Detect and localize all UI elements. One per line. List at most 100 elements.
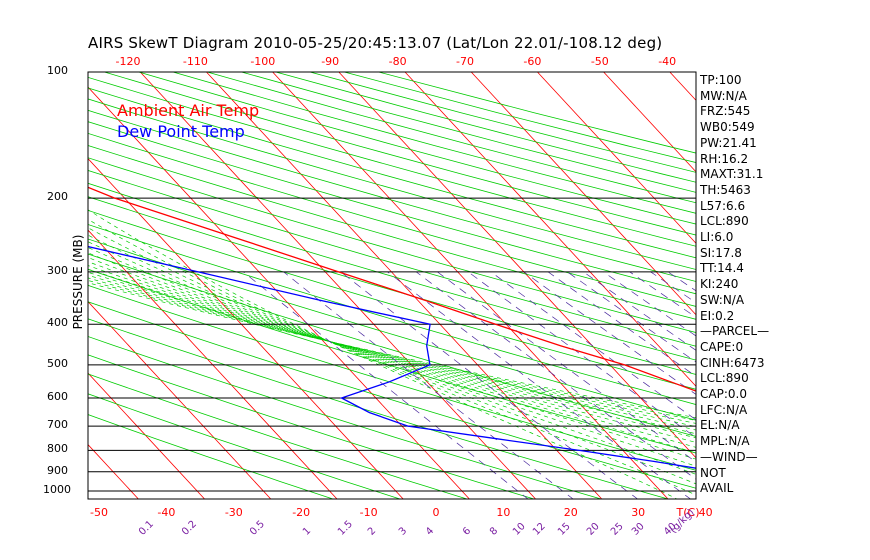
bottom-temp-tick: 10 <box>496 506 511 519</box>
isotherm-line <box>603 72 696 173</box>
moist-adiabat-line <box>88 209 678 499</box>
stat-item: LFC:N/A <box>700 402 748 417</box>
stat-item: TH:5463 <box>700 182 751 197</box>
bottom-temp-tick: -20 <box>292 506 311 519</box>
mixing-ratio-line <box>523 271 696 395</box>
legend-temp: Ambient Air Temp <box>117 101 260 120</box>
pressure-tick-label: 300 <box>47 263 68 277</box>
isotherm-line <box>0 72 7 500</box>
dry-adiabat-line <box>88 169 696 347</box>
stat-item: MW:N/A <box>700 88 747 103</box>
pressure-tick-label: 600 <box>47 390 68 404</box>
stat-item: PW:21.41 <box>700 135 757 150</box>
moist-adiabat-line <box>88 247 696 460</box>
isotherm-line <box>88 301 272 499</box>
stat-item: L57:6.6 <box>700 198 746 213</box>
bottom-temp-tick: -50 <box>90 506 108 519</box>
mixing-ratio-line <box>603 271 696 337</box>
stat-item: TT:14.4 <box>700 261 744 276</box>
isotherm-line <box>0 72 73 500</box>
moist-adiabat-line <box>88 277 696 424</box>
dry-adiabat-line <box>88 284 696 471</box>
legend-dew: Dew Point Temp <box>117 122 245 141</box>
mixing-ratio-line <box>629 271 696 318</box>
dry-adiabat-line <box>88 209 696 390</box>
pressure-tick-label: 100 <box>47 64 68 77</box>
y-axis-label: PRESSURE (MB) <box>71 234 85 330</box>
dry-adiabat-line <box>88 238 696 421</box>
dry-adiabat-line <box>88 373 469 499</box>
stat-item: EI:0.2 <box>700 308 735 323</box>
top-temp-tick: -120 <box>115 55 141 68</box>
background-grid <box>0 72 696 500</box>
dry-adiabat-line <box>88 76 696 247</box>
stat-item: EL:N/A <box>700 418 740 433</box>
dry-adiabat-line <box>88 109 696 282</box>
dry-adiabat-line <box>344 72 696 163</box>
stat-item: SW:N/A <box>700 292 745 307</box>
top-temp-tick: -80 <box>388 55 407 68</box>
isotherm-line <box>88 158 404 499</box>
dry-adiabat-line <box>88 121 696 295</box>
moist-adiabat-line <box>88 257 696 448</box>
stat-item: CINH:6473 <box>700 355 765 370</box>
moist-adiabat-line <box>88 265 696 439</box>
isotherm-line <box>537 72 696 244</box>
mixing-ratio-line <box>490 271 696 421</box>
dewpoint-line <box>88 245 696 469</box>
stat-item: MAXT:31.1 <box>700 167 764 182</box>
dry-adiabat-line <box>88 336 603 499</box>
pressure-tick-label: 400 <box>47 316 68 330</box>
isotherm-line <box>88 229 338 499</box>
top-temp-tick: -90 <box>321 55 340 68</box>
dry-adiabat-line <box>88 182 696 361</box>
bottom-temp-tick: 20 <box>563 506 578 519</box>
profile-series <box>88 186 696 469</box>
pressure-tick-label: 200 <box>47 190 68 204</box>
dry-adiabat-line <box>88 301 696 489</box>
isotherm-line <box>206 72 603 499</box>
bottom-temp-tick: -30 <box>224 506 243 519</box>
pressure-tick-label: 900 <box>47 463 68 477</box>
dry-adiabat-line <box>378 72 696 154</box>
stat-item: LI:6.0 <box>700 230 734 244</box>
dry-adiabat-line <box>88 224 696 405</box>
bottom-temp-tick: 30 <box>631 506 646 519</box>
dry-adiabat-line <box>88 98 696 270</box>
stat-item: LCL:890 <box>700 371 749 386</box>
moist-adiabat-line <box>88 234 696 475</box>
dry-adiabat-line <box>88 132 696 307</box>
top-temp-tick: -100 <box>250 55 276 68</box>
stat-item: AVAIL <box>700 481 734 496</box>
top-temp-tick: -50 <box>590 55 609 68</box>
stat-item: LCL:890 <box>700 214 749 229</box>
stat-item: NOT <box>700 465 726 480</box>
dry-adiabat-line <box>88 354 536 499</box>
stat-item: CAP:0.0 <box>700 387 747 401</box>
moist-adiabat-line <box>88 219 696 496</box>
dry-adiabat-line <box>88 157 696 334</box>
stat-item: CAPE:0 <box>700 339 744 354</box>
plot-frame <box>87 71 697 500</box>
stat-item: FRZ:545 <box>700 104 751 119</box>
top-temp-tick: -110 <box>182 55 208 68</box>
dry-adiabat-line <box>207 72 696 204</box>
mixing-ratio-line <box>467 271 696 438</box>
bottom-temp-tick: 40 <box>698 506 713 519</box>
stat-item: KI:240 <box>700 277 739 292</box>
pressure-tick-label: 500 <box>47 356 68 370</box>
pressure-tick-label: 1000 <box>43 483 71 496</box>
dry-adiabat-line <box>88 196 696 375</box>
isotherm-line <box>139 72 537 499</box>
bottom-axis-end-label: T(C) <box>676 506 700 519</box>
dry-adiabat-line <box>88 145 696 320</box>
stat-item: SI:17.8 <box>700 245 742 260</box>
mixing-ratio-line <box>283 271 574 499</box>
moist-adiabat-line <box>88 274 696 427</box>
dry-adiabat-line <box>88 318 670 499</box>
stat-item: —WIND— <box>700 449 758 464</box>
dry-adiabat-line <box>88 87 696 259</box>
top-temp-tick: -40 <box>658 55 677 68</box>
bottom-temp-tick: -40 <box>157 506 176 519</box>
